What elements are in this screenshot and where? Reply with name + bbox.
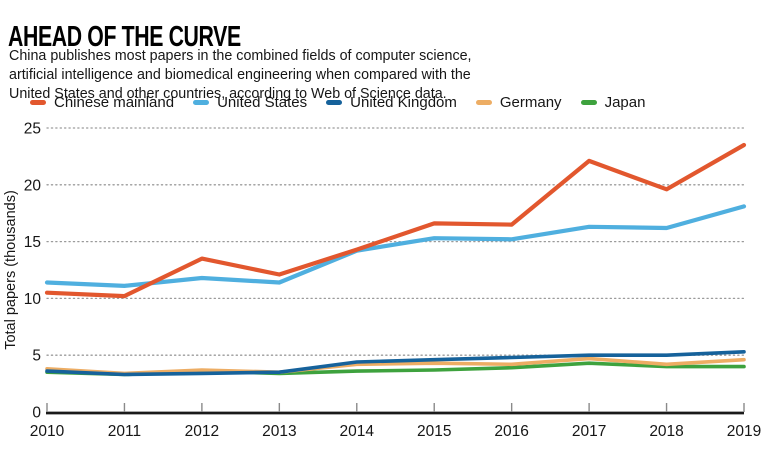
y-tick-label-0: 0: [32, 405, 41, 422]
y-axis-label: Total papers (thousands): [3, 190, 19, 350]
x-tick-label-2012: 2012: [185, 423, 219, 440]
y-tick-label-15: 15: [24, 234, 41, 251]
x-tick-label-2011: 2011: [108, 423, 141, 440]
y-tick-label-10: 10: [24, 291, 42, 308]
x-tick-label-2017: 2017: [572, 423, 606, 440]
legend-label: United Kingdom: [350, 94, 457, 111]
chart-subtitle: China publishes most papers in the combi…: [9, 48, 472, 103]
series-line-united-states: [44, 204, 747, 288]
x-tick-label-2013: 2013: [262, 423, 296, 440]
x-tick-label-2015: 2015: [417, 423, 451, 440]
legend-item-germany: Germany: [475, 94, 562, 111]
x-tick-label-2016: 2016: [494, 423, 528, 440]
series-line-chinese-mainland: [44, 142, 747, 299]
legend-label: Chinese mainland: [54, 94, 175, 111]
x-tick-label-2018: 2018: [649, 423, 683, 440]
legend-swatch-icon: [580, 100, 597, 105]
legend-label: Germany: [499, 94, 562, 111]
y-tick-label-5: 5: [32, 348, 41, 365]
x-tick-label-2010: 2010: [30, 423, 65, 440]
x-tick-label-2014: 2014: [340, 423, 375, 440]
chart-legend: Chinese mainland United States United King…: [30, 94, 645, 111]
legend-item-chinese-mainland: Chinese mainland: [30, 94, 174, 111]
series-line-germany: [45, 356, 746, 376]
x-tick-label-2019: 2019: [727, 423, 761, 440]
legend-swatch-icon: [30, 100, 46, 105]
legend-swatch-icon: [326, 100, 343, 105]
legend-item-japan: Japan: [580, 94, 646, 111]
series-line-united-kingdom: [45, 349, 746, 377]
y-tick-label-25: 25: [24, 121, 41, 138]
legend-label: United States: [217, 94, 308, 111]
page-title: AHEAD OF THE CURVE: [8, 19, 241, 52]
legend-swatch-icon: [475, 100, 492, 105]
legend-label: Japan: [604, 94, 646, 111]
y-tick-label-20: 20: [24, 177, 42, 194]
legend-item-united-kingdom: United Kingdom: [326, 94, 457, 111]
legend-swatch-icon: [193, 100, 210, 105]
legend-item-united-states: United States: [193, 94, 307, 111]
